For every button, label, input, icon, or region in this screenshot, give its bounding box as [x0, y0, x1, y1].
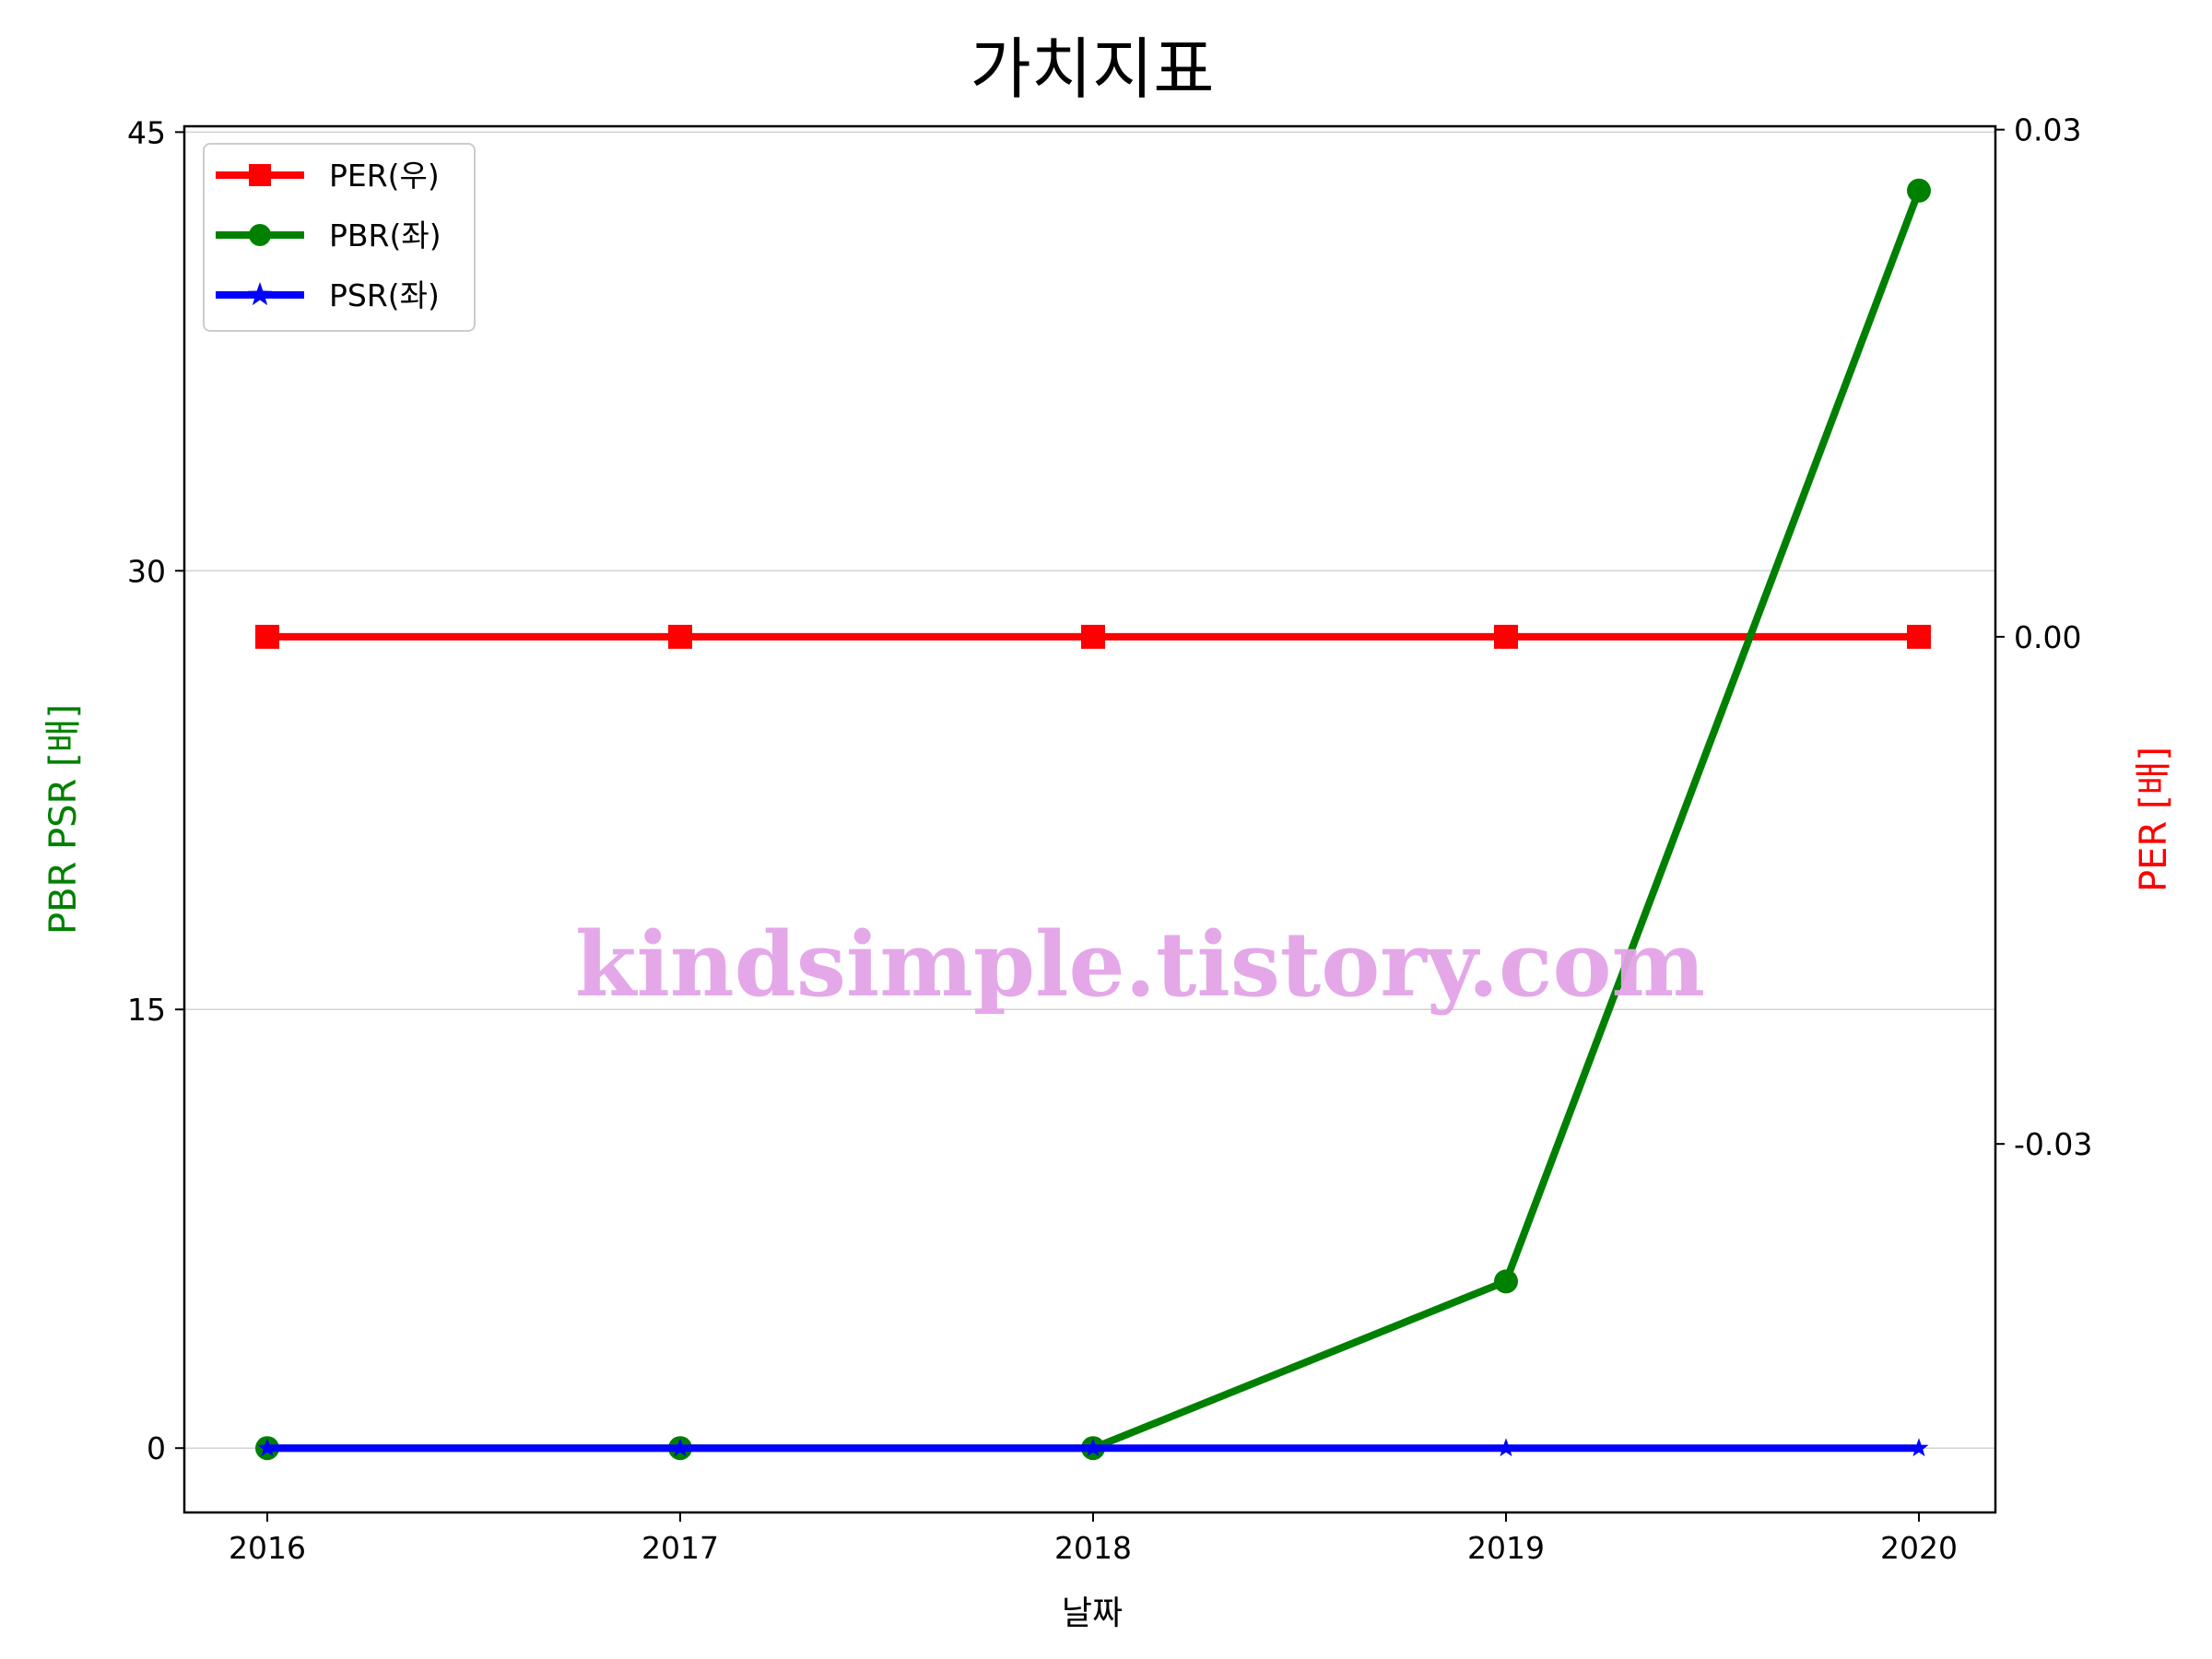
- point-psr-2016: [257, 1438, 277, 1457]
- point-psr-2017: [670, 1438, 690, 1457]
- point-pbr-2019: [1494, 1269, 1518, 1294]
- right-y-tick-label-0.03: 0.03: [2014, 112, 2081, 148]
- x-tick-label-2018: 2018: [1054, 1530, 1132, 1566]
- x-axis-label: 날짜: [1062, 1594, 1123, 1632]
- legend: PER(우) PBR(좌) PSR(좌): [203, 143, 476, 332]
- legend-marker-per: [249, 164, 271, 186]
- x-tick-label-2017: 2017: [641, 1530, 719, 1566]
- legend-label-psr: PSR(좌): [329, 277, 440, 313]
- point-psr-2020: [1909, 1438, 1929, 1457]
- left-y-tick-label-0: 0: [147, 1430, 166, 1466]
- right-y-axis-label: PER [배]: [2133, 747, 2175, 892]
- x-tick-label-2016: 2016: [229, 1530, 306, 1566]
- left-y-tick-label-45: 45: [127, 114, 166, 150]
- left-y-tick-label-30: 30: [127, 553, 166, 589]
- left-y-axis-label: PBR PSR [배]: [42, 704, 85, 935]
- legend-entry-per: PER(우): [216, 158, 440, 194]
- x-tick-label-2020: 2020: [1880, 1530, 1958, 1566]
- point-psr-2019: [1496, 1438, 1516, 1457]
- point-per-2020: [1907, 624, 1931, 649]
- series-layer: [255, 178, 1931, 1461]
- plot-area-frame: [182, 124, 1997, 1514]
- legend-label-pbr: PBR(좌): [329, 218, 441, 253]
- point-per-2019: [1494, 624, 1518, 649]
- x-tick-label-2019: 2019: [1467, 1530, 1545, 1566]
- axes: 2016 2017 2018 2019 2020 0 15 30 45 -0.03 0.00 0.03: [127, 112, 2092, 1566]
- point-per-2017: [668, 624, 692, 649]
- legend-entry-psr: PSR(좌): [216, 277, 440, 313]
- point-pbr-2020: [1907, 178, 1931, 203]
- right-y-tick-label--0.03: -0.03: [2014, 1126, 2092, 1162]
- watermark: kindsimple.tistory.com: [575, 912, 1705, 1017]
- point-psr-2018: [1083, 1438, 1103, 1457]
- legend-label-per: PER(우): [329, 158, 440, 194]
- legend-entry-pbr: PBR(좌): [216, 218, 441, 253]
- legend-marker-pbr: [249, 224, 271, 246]
- chart-title: 가치지표: [971, 30, 1215, 108]
- legend-marker-psr: [247, 282, 273, 306]
- point-per-2016: [255, 624, 279, 649]
- left-y-tick-label-15: 15: [127, 992, 166, 1028]
- legend-frame: [203, 143, 476, 332]
- right-y-tick-label-0.00: 0.00: [2014, 619, 2081, 655]
- point-per-2018: [1081, 624, 1105, 649]
